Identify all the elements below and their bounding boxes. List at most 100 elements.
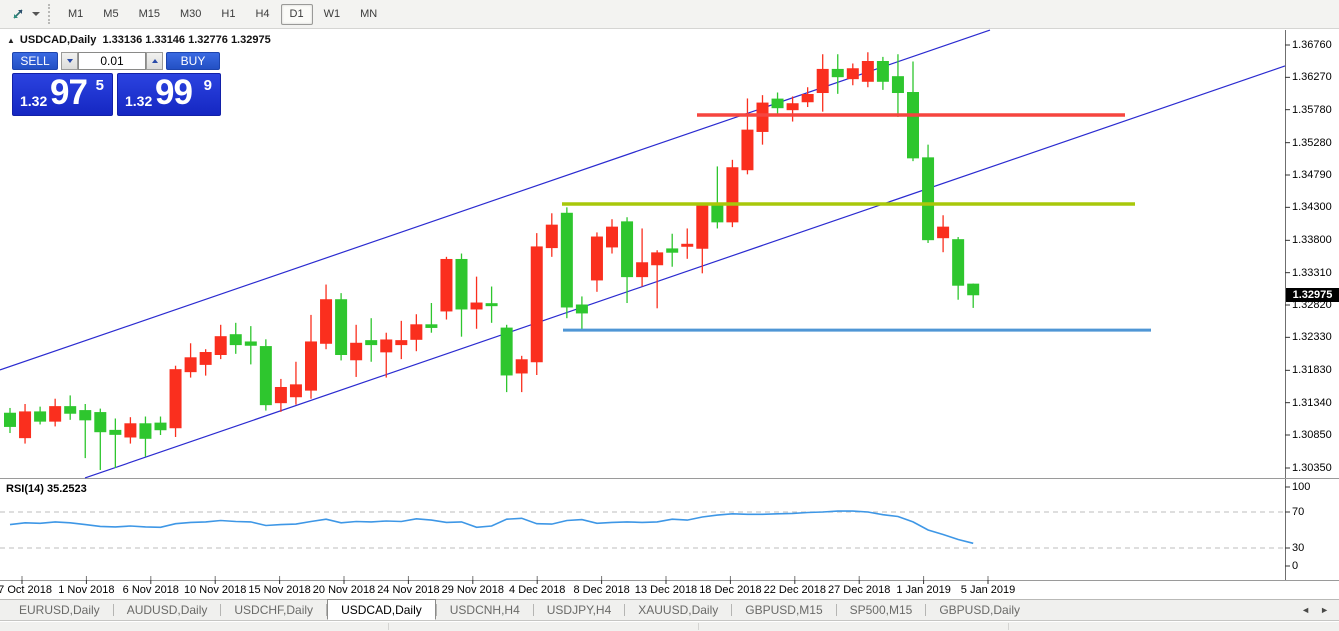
bull-candle bbox=[937, 226, 950, 239]
tab-eurusd-daily[interactable]: EURUSD,Daily bbox=[19, 603, 100, 617]
tab-audusd-daily[interactable]: AUDUSD,Daily bbox=[126, 603, 208, 617]
bear-candle bbox=[64, 406, 77, 414]
buy-price-box[interactable]: 1.32 99 9 bbox=[117, 73, 221, 116]
sell-button[interactable]: SELL bbox=[12, 52, 58, 70]
status-divider bbox=[1008, 623, 1009, 630]
bull-candle bbox=[169, 369, 182, 429]
bear-candle bbox=[711, 204, 724, 223]
date-label: 5 Jan 2019 bbox=[960, 584, 1016, 596]
price-tick-label: 1.34790 bbox=[1292, 169, 1332, 181]
timeframe-button-w1[interactable]: W1 bbox=[323, 8, 341, 20]
tab-separator bbox=[835, 604, 837, 616]
date-label: 8 Dec 2018 bbox=[573, 584, 630, 596]
bull-candle bbox=[741, 129, 754, 171]
bear-candle bbox=[94, 412, 107, 433]
bull-candle bbox=[350, 342, 363, 361]
timeframe-button-m15[interactable]: M15 bbox=[138, 8, 160, 20]
bear-candle bbox=[560, 212, 573, 308]
lot-size-input[interactable]: 0.01 bbox=[78, 52, 146, 70]
tab-usdcad-daily[interactable]: USDCAD,Daily bbox=[327, 599, 436, 620]
bear-candle bbox=[575, 304, 588, 314]
tab-sp500-m15[interactable]: SP500,M15 bbox=[849, 603, 913, 617]
bull-candle bbox=[380, 339, 393, 353]
tab-gbpusd-daily[interactable]: GBPUSD,Daily bbox=[939, 603, 1021, 617]
bull-candle bbox=[530, 246, 543, 363]
bear-candle bbox=[891, 76, 904, 94]
bull-candle bbox=[440, 258, 453, 312]
bull-candle bbox=[651, 252, 664, 266]
price-tick-label: 1.35280 bbox=[1292, 136, 1332, 149]
bear-candle bbox=[229, 334, 242, 346]
date-label: 24 Nov 2018 bbox=[377, 584, 440, 596]
bull-candle bbox=[816, 68, 829, 94]
tab-usdchf-daily[interactable]: USDCHF,Daily bbox=[234, 603, 314, 617]
tab-xauusd-daily[interactable]: XAUUSD,Daily bbox=[638, 603, 719, 617]
chevron-down-icon[interactable] bbox=[32, 12, 40, 16]
timeframe-button-m30[interactable]: M30 bbox=[179, 8, 202, 20]
arrange-arrows-icon[interactable] bbox=[7, 3, 29, 25]
bull-candle bbox=[786, 103, 799, 111]
tab-gbpusd-m15[interactable]: GBPUSD,M15 bbox=[745, 603, 823, 617]
timeframe-button-m1[interactable]: M1 bbox=[68, 8, 84, 20]
rsi-scale-label: 0 bbox=[1292, 560, 1299, 572]
channel-lower-trendline[interactable] bbox=[84, 65, 1286, 479]
rsi-scale-label: 100 bbox=[1292, 481, 1311, 493]
date-label: 18 Dec 2018 bbox=[699, 584, 762, 596]
bull-candle bbox=[199, 352, 212, 365]
bear-candle bbox=[907, 92, 919, 159]
buy-price-pip: 9 bbox=[203, 77, 212, 94]
rsi-indicator-label: RSI(14) 35.2523 bbox=[6, 483, 87, 495]
chart-tabs-bar: EURUSD,Daily AUDUSD,Daily USDCHF,Daily USDC… bbox=[0, 599, 1339, 621]
bull-candle bbox=[470, 302, 483, 310]
bull-candle bbox=[801, 93, 814, 103]
bull-candle bbox=[545, 224, 558, 249]
tab-scroll-right-icon[interactable]: ► bbox=[1320, 605, 1329, 615]
tab-separator bbox=[112, 604, 114, 616]
collapse-panel-icon[interactable]: ▲ bbox=[7, 35, 15, 45]
price-tick-label: 1.35780 bbox=[1292, 103, 1332, 116]
chart-title: ▲ USDCAD,Daily 1.33136 1.33146 1.32776 1.… bbox=[7, 34, 271, 46]
bear-candle bbox=[922, 157, 935, 241]
tab-usdcnh-h4[interactable]: USDCNH,H4 bbox=[449, 603, 520, 617]
timeframe-button-d1[interactable]: D1 bbox=[280, 3, 313, 25]
toolbar-grip-handle[interactable] bbox=[48, 4, 53, 24]
bear-candle bbox=[500, 327, 513, 376]
bull-candle bbox=[395, 340, 408, 346]
ohlc-close: 1.32975 bbox=[230, 34, 271, 46]
tab-scroll-left-icon[interactable]: ◄ bbox=[1301, 605, 1311, 615]
caret-up-icon bbox=[151, 59, 158, 63]
bull-candle bbox=[410, 324, 423, 340]
bear-candle bbox=[771, 98, 784, 109]
date-label: 6 Nov 2018 bbox=[122, 584, 179, 596]
bull-candle bbox=[636, 262, 649, 278]
ohlc-high: 1.33146 bbox=[145, 34, 186, 46]
bear-candle bbox=[455, 258, 468, 310]
lot-increase-button[interactable] bbox=[146, 52, 163, 70]
timeframe-button-mn[interactable]: MN bbox=[360, 8, 378, 20]
tab-separator bbox=[326, 604, 328, 616]
price-tick-label: 1.30850 bbox=[1292, 429, 1332, 441]
timeframe-button-h4[interactable]: H4 bbox=[255, 8, 270, 20]
tab-separator bbox=[220, 604, 222, 616]
date-label: 13 Dec 2018 bbox=[634, 584, 698, 596]
sell-price-box[interactable]: 1.32 97 5 bbox=[12, 73, 113, 116]
tab-usdjpy-h4[interactable]: USDJPY,H4 bbox=[546, 603, 612, 617]
tab-separator bbox=[731, 604, 733, 616]
lot-decrease-button[interactable] bbox=[61, 52, 78, 70]
bear-candle bbox=[109, 429, 122, 435]
price-tick-label: 1.31340 bbox=[1292, 396, 1332, 409]
buy-button[interactable]: BUY bbox=[166, 52, 220, 70]
date-label: 29 Nov 2018 bbox=[441, 584, 504, 596]
buy-price-prefix: 1.32 bbox=[125, 93, 153, 109]
timeframe-button-h1[interactable]: H1 bbox=[221, 8, 236, 20]
bull-candle bbox=[515, 359, 528, 374]
rsi-line bbox=[9, 510, 974, 545]
sell-price-main: 97 bbox=[50, 73, 88, 112]
timeframe-button-m5[interactable]: M5 bbox=[103, 8, 119, 20]
rsi-scale-label: 70 bbox=[1292, 506, 1305, 518]
bull-candle bbox=[184, 357, 197, 373]
sell-price-pip: 5 bbox=[95, 77, 104, 94]
bear-candle bbox=[259, 346, 272, 406]
caret-down-icon bbox=[66, 59, 73, 63]
